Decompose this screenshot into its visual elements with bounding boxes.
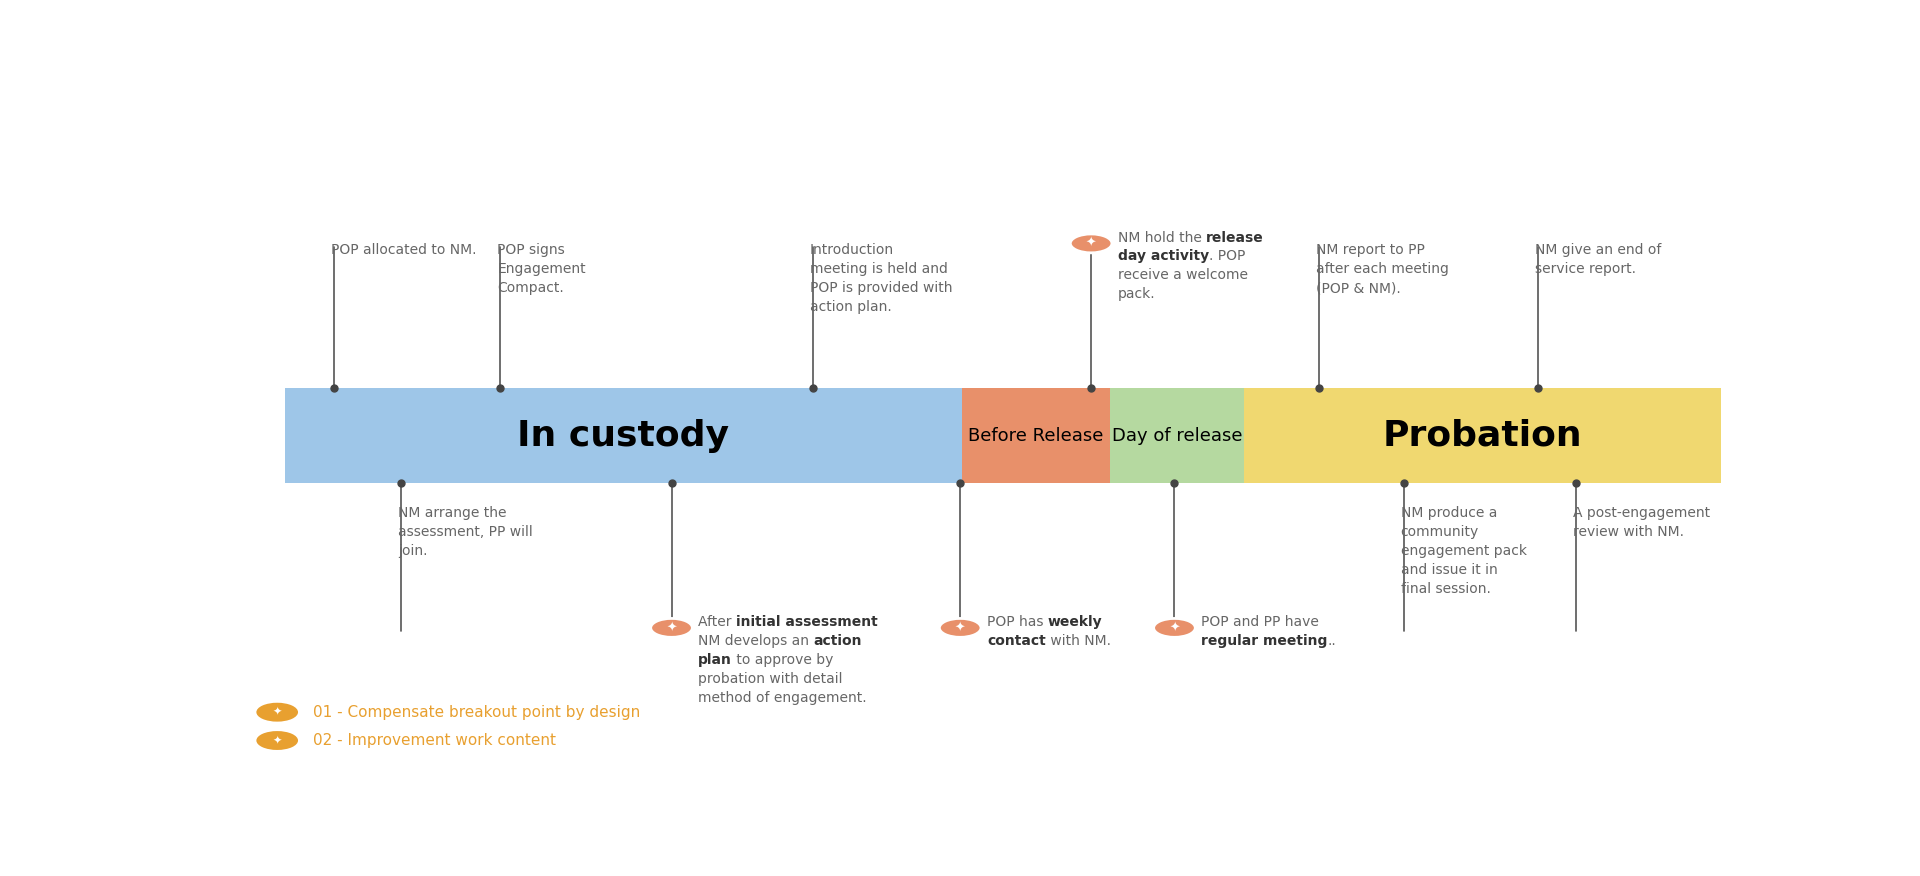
Text: . POP: . POP: [1210, 250, 1246, 264]
Text: day activity: day activity: [1117, 250, 1210, 264]
Text: pack.: pack.: [1117, 287, 1156, 301]
Text: probation with detail: probation with detail: [699, 672, 843, 686]
Circle shape: [1154, 618, 1196, 638]
Circle shape: [651, 618, 693, 638]
Text: In custody: In custody: [516, 419, 730, 453]
Text: POP allocated to NM.: POP allocated to NM.: [330, 244, 476, 258]
Text: meeting is held and: meeting is held and: [810, 262, 948, 276]
Circle shape: [257, 731, 298, 750]
Text: action: action: [814, 634, 862, 648]
Text: final session.: final session.: [1402, 582, 1490, 596]
Text: contact: contact: [987, 634, 1046, 648]
Text: regular meeting: regular meeting: [1202, 634, 1327, 648]
Text: NM produce a: NM produce a: [1402, 506, 1498, 520]
Circle shape: [939, 618, 981, 638]
Text: after each meeting: after each meeting: [1315, 262, 1450, 276]
Text: ✦: ✦: [1087, 237, 1096, 250]
Text: weekly: weekly: [1048, 615, 1102, 629]
Circle shape: [1069, 234, 1112, 253]
Text: engagement pack: engagement pack: [1402, 544, 1526, 558]
Text: join.: join.: [397, 544, 428, 558]
Text: ✦: ✦: [273, 736, 282, 745]
Text: 01 - Compensate breakout point by design: 01 - Compensate breakout point by design: [313, 704, 639, 720]
Text: community: community: [1402, 526, 1478, 540]
Text: method of engagement.: method of engagement.: [699, 690, 868, 704]
Text: service report.: service report.: [1534, 262, 1636, 276]
Bar: [1110, 388, 1244, 483]
Text: Introduction: Introduction: [810, 244, 895, 258]
Text: After: After: [699, 615, 735, 629]
Text: NM develops an: NM develops an: [699, 634, 814, 648]
Text: release: release: [1206, 230, 1263, 244]
Bar: [284, 388, 962, 483]
Text: Day of release: Day of release: [1112, 427, 1242, 445]
Text: A post-engagement: A post-engagement: [1572, 506, 1711, 520]
Text: NM give an end of: NM give an end of: [1534, 244, 1661, 258]
Text: initial assessment: initial assessment: [735, 615, 877, 629]
Text: ..: ..: [1327, 634, 1336, 648]
Text: assessment, PP will: assessment, PP will: [397, 526, 532, 540]
Text: ✦: ✦: [1169, 621, 1179, 634]
Text: ✦: ✦: [666, 621, 676, 634]
Text: NM arrange the: NM arrange the: [397, 506, 507, 520]
Text: POP signs: POP signs: [497, 244, 564, 258]
Circle shape: [257, 703, 298, 722]
Text: ✦: ✦: [954, 621, 966, 634]
Text: NM report to PP: NM report to PP: [1315, 244, 1425, 258]
Text: NM hold the: NM hold the: [1117, 230, 1206, 244]
Text: receive a welcome: receive a welcome: [1117, 268, 1248, 282]
Text: POP has: POP has: [987, 615, 1048, 629]
Bar: [962, 388, 1110, 483]
Text: to approve by: to approve by: [732, 653, 833, 667]
Text: action plan.: action plan.: [810, 300, 891, 314]
Text: (POP & NM).: (POP & NM).: [1315, 281, 1400, 295]
Text: Probation: Probation: [1382, 419, 1582, 453]
Text: POP and PP have: POP and PP have: [1202, 615, 1319, 629]
Text: review with NM.: review with NM.: [1572, 526, 1684, 540]
Text: with NM.: with NM.: [1046, 634, 1112, 648]
Bar: [1244, 388, 1720, 483]
Text: and issue it in: and issue it in: [1402, 563, 1498, 577]
Text: Before Release: Before Release: [968, 427, 1104, 445]
Text: 02 - Improvement work content: 02 - Improvement work content: [313, 733, 557, 748]
Text: POP is provided with: POP is provided with: [810, 281, 952, 295]
Text: Engagement: Engagement: [497, 262, 586, 276]
Text: Compact.: Compact.: [497, 281, 564, 295]
Text: plan: plan: [699, 653, 732, 667]
Text: ✦: ✦: [273, 707, 282, 717]
